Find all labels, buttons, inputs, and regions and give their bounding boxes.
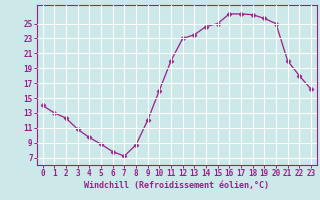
X-axis label: Windchill (Refroidissement éolien,°C): Windchill (Refroidissement éolien,°C) [84,181,269,190]
